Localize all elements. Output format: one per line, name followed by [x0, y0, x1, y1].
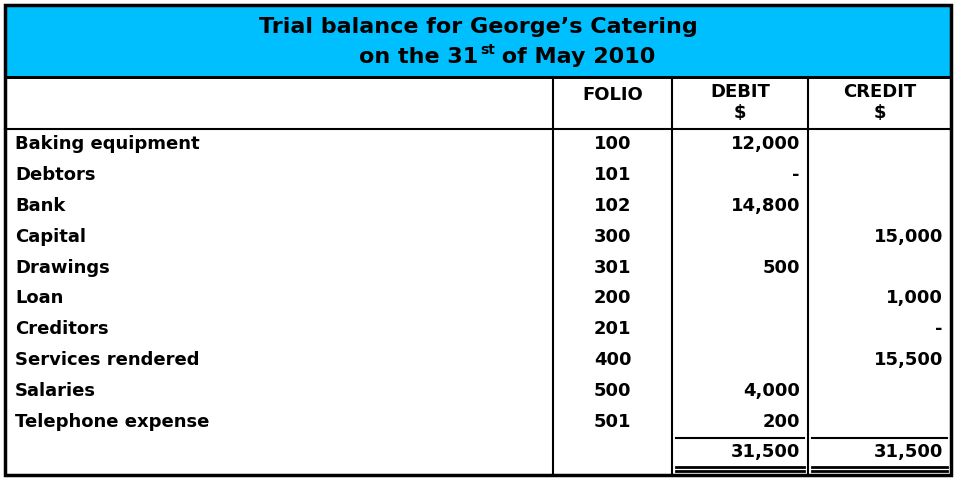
Text: of May 2010: of May 2010	[494, 47, 656, 67]
Text: 301: 301	[594, 259, 631, 276]
Text: Trial balance for George’s Catering: Trial balance for George’s Catering	[259, 17, 697, 36]
Text: CREDIT: CREDIT	[843, 83, 916, 101]
Text: 14,800: 14,800	[730, 197, 800, 215]
Text: Loan: Loan	[15, 289, 63, 307]
Text: 500: 500	[763, 259, 800, 276]
Text: 1,000: 1,000	[886, 289, 943, 307]
Text: 200: 200	[763, 413, 800, 431]
Text: FOLIO: FOLIO	[582, 86, 642, 104]
Text: $: $	[873, 104, 886, 122]
Text: 4,000: 4,000	[743, 382, 800, 400]
Text: Baking equipment: Baking equipment	[15, 135, 200, 154]
Text: -: -	[936, 320, 943, 338]
Text: DEBIT: DEBIT	[710, 83, 770, 101]
Text: Creditors: Creditors	[15, 320, 109, 338]
Text: 100: 100	[594, 135, 631, 154]
Text: 300: 300	[594, 228, 631, 246]
Text: 201: 201	[594, 320, 631, 338]
Bar	[5, 5, 951, 77]
Text: Salaries: Salaries	[15, 382, 96, 400]
Text: Drawings: Drawings	[15, 259, 110, 276]
Text: 31,500: 31,500	[730, 444, 800, 461]
Text: 501: 501	[594, 413, 631, 431]
Text: -: -	[793, 166, 800, 184]
Text: 500: 500	[594, 382, 631, 400]
Text: $: $	[734, 104, 747, 122]
Bar	[5, 5, 951, 77]
Text: 31,500: 31,500	[874, 444, 943, 461]
Text: 15,500: 15,500	[874, 351, 943, 369]
Text: 102: 102	[594, 197, 631, 215]
Text: Bank: Bank	[15, 197, 65, 215]
Text: 12,000: 12,000	[730, 135, 800, 154]
Text: 200: 200	[594, 289, 631, 307]
Text: st: st	[480, 43, 495, 57]
Text: Telephone expense: Telephone expense	[15, 413, 209, 431]
Text: 15,000: 15,000	[874, 228, 943, 246]
Text: Debtors: Debtors	[15, 166, 96, 184]
Text: 400: 400	[594, 351, 631, 369]
Text: Services rendered: Services rendered	[15, 351, 200, 369]
Text: 101: 101	[594, 166, 631, 184]
Text: on the 31: on the 31	[358, 47, 478, 67]
Text: Capital: Capital	[15, 228, 86, 246]
